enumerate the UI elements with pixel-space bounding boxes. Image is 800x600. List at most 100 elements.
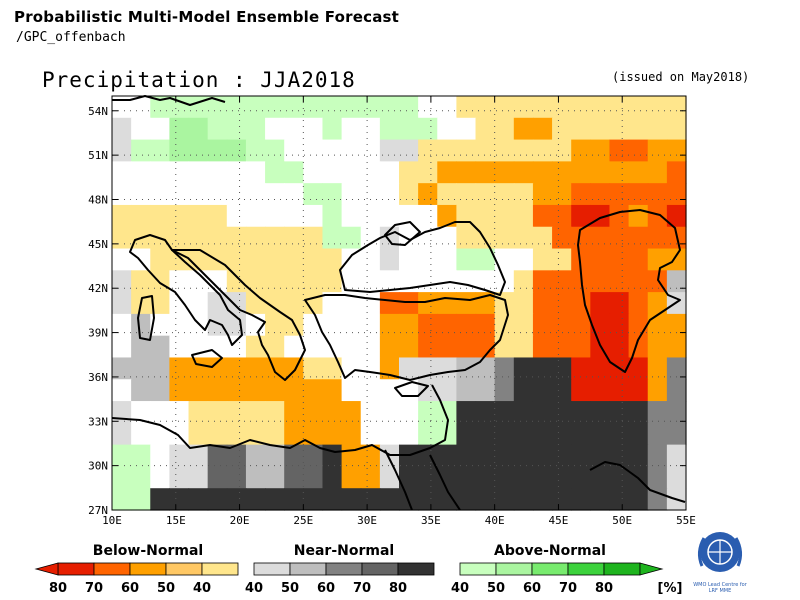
grid-cell [475,117,496,141]
grid-cell [513,357,534,380]
grid-cell [360,313,381,337]
grid-cell [265,183,285,206]
probability-grid [112,96,687,511]
grid-cell [647,422,668,446]
grid-cell [571,444,591,468]
grid-cell [207,357,228,380]
grid-cell [418,183,438,206]
coast-crimea [384,221,421,246]
grid-cell [188,161,209,184]
grid-cell [532,183,553,206]
grid-cell [131,161,151,184]
legend-swatch [361,562,399,576]
lat-tick-label: 36N [88,371,108,384]
legend-above-normal: Above-Normal 40 50 60 70 80 [%] [451,543,683,596]
grid-cell [379,313,400,337]
grid-cell [552,117,572,141]
grid-cell [207,117,228,141]
grid-cell [532,204,553,228]
lon-tick-label: 55E [676,514,696,527]
grid-cell [265,422,285,446]
grid-cell [265,292,285,315]
grid-cell [647,488,668,511]
grid-cell [456,488,477,511]
grid-cell [303,270,324,293]
grid-cell [609,139,630,162]
grid-cell [628,270,649,293]
wmo-logo [697,532,743,572]
legend-swatch [567,562,605,576]
grid-cell [112,183,132,206]
grid-cell [418,139,438,162]
grid-cell [609,183,630,206]
grid-cell [265,139,285,162]
grid-cell [284,117,304,141]
grid-cell [284,96,304,119]
grid-cell [418,422,438,446]
grid-cell [475,313,496,337]
grid-cell [494,139,515,162]
grid-cell [226,401,247,424]
grid-cell [265,161,285,184]
grid-cell [284,183,304,206]
grid-cell [131,183,151,206]
grid-cell [379,139,400,162]
grid-cell [456,96,477,119]
coast-turkey [304,294,509,381]
grid-cell [590,466,611,489]
legend-swatch [397,562,435,576]
grid-cell [475,248,496,271]
grid-cell [322,139,343,162]
grid-cell [284,226,304,250]
grid-cell [628,96,649,119]
grid-cell [552,401,572,424]
grid-cell [666,270,687,293]
grid-cell [169,139,190,162]
grid-cell [341,117,362,141]
grid-cell [131,401,151,424]
grid-cell [265,466,285,489]
grid-cell [226,183,247,206]
grid-cell [265,335,285,359]
legend-swatch [603,562,641,576]
lon-tick-label: 45E [549,514,569,527]
legend-swatch [289,562,327,576]
grid-cell [322,183,343,206]
grid-cell [609,466,630,489]
grid-cell [399,248,419,271]
grid-cell [265,379,285,402]
grid-cell [532,96,553,119]
grid-cell [284,161,304,184]
grid-cell [245,204,266,228]
grid-cell [437,313,457,337]
grid-cell [628,422,649,446]
legend-tick-label: 70 [353,581,371,596]
grid-cell [245,379,266,402]
grid-cell [226,161,247,184]
grid-cell [571,379,591,402]
grid-cell [437,204,457,228]
coast-black-sea [339,221,506,296]
grid-cell [112,292,132,315]
grid-cell [666,183,687,206]
legend-swatch [129,562,167,576]
grid-cell [131,139,151,162]
lon-tick-label: 10E [102,514,122,527]
grid-cell [245,357,266,380]
grid-cell [609,204,630,228]
grid-cell [456,379,477,402]
lat-tick-label: 39N [88,327,108,340]
grid-cell [494,422,515,446]
grid-cell [169,117,190,141]
coast-gulf [589,461,686,503]
grid-cell [666,379,687,402]
grid-cell [303,444,324,468]
grid-cell [265,313,285,337]
grid-cell [513,270,534,293]
grid-cell [245,226,266,250]
grid-cell [494,335,515,359]
grid-cell [303,117,324,141]
grid-cell [590,422,611,446]
grid-cell [590,183,611,206]
grid-cell [150,357,170,380]
